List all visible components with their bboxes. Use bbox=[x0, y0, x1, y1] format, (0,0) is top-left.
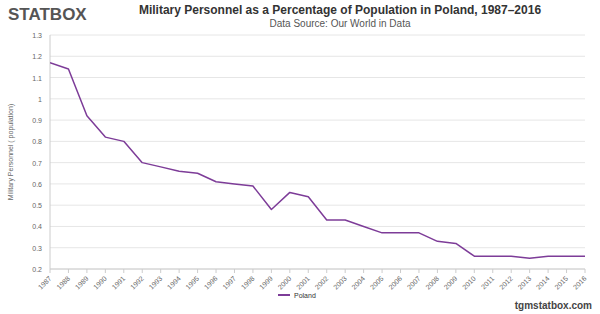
x-tick bbox=[548, 269, 549, 273]
grid-line bbox=[50, 205, 585, 206]
x-tick bbox=[511, 269, 512, 273]
title: Military Personnel as a Percentage of Po… bbox=[139, 3, 541, 17]
x-tick-label: 1995 bbox=[184, 275, 200, 291]
y-tick-label: 0.8 bbox=[32, 138, 42, 145]
x-tick bbox=[382, 269, 383, 273]
y-tick-label: 0.2 bbox=[32, 266, 42, 273]
y-axis-label: Military Personnel ( population) bbox=[7, 104, 15, 201]
x-tick-label: 2016 bbox=[572, 275, 588, 291]
x-tick-label: 2006 bbox=[387, 275, 403, 291]
x-tick bbox=[216, 269, 217, 273]
x-tick bbox=[252, 269, 253, 273]
x-tick-label: 2003 bbox=[332, 275, 348, 291]
x-tick bbox=[585, 269, 586, 273]
subtitle: Data Source: Our World in Data bbox=[270, 18, 411, 29]
grid-line bbox=[50, 162, 585, 163]
x-tick-label: 2001 bbox=[295, 275, 311, 291]
x-tick-label: 1990 bbox=[92, 275, 108, 291]
x-tick bbox=[418, 269, 419, 273]
x-tick bbox=[142, 269, 143, 273]
x-tick-label: 2012 bbox=[498, 275, 514, 291]
legend-swatch bbox=[278, 294, 290, 296]
grid-line bbox=[50, 98, 585, 99]
x-tick bbox=[105, 269, 106, 273]
plot-area bbox=[50, 63, 585, 259]
x-tick bbox=[455, 269, 456, 273]
grid-line bbox=[50, 56, 585, 57]
x-tick-label: 1988 bbox=[55, 275, 71, 291]
y-tick-label: 0.5 bbox=[32, 202, 42, 209]
legend-label: Poland bbox=[294, 292, 316, 299]
y-axis bbox=[50, 35, 51, 269]
x-tick bbox=[234, 269, 235, 273]
x-tick-label: 1993 bbox=[147, 275, 163, 291]
x-tick bbox=[160, 269, 161, 273]
x-tick-label: 1994 bbox=[166, 275, 182, 291]
x-tick bbox=[197, 269, 198, 273]
x-tick bbox=[437, 269, 438, 273]
x-tick-label: 2011 bbox=[480, 275, 496, 291]
x-tick bbox=[363, 269, 364, 273]
x-tick-label: 2013 bbox=[516, 275, 532, 291]
x-tick-label: 2007 bbox=[406, 275, 422, 291]
chart: STATBOX Military Personnel as a Percentag… bbox=[0, 0, 600, 314]
grid-line bbox=[50, 120, 585, 121]
x-tick bbox=[400, 269, 401, 273]
grid-line bbox=[50, 247, 585, 248]
x-tick bbox=[271, 269, 272, 273]
x-tick bbox=[68, 269, 69, 273]
y-tick-label: 0.9 bbox=[32, 117, 42, 124]
grid-line bbox=[50, 141, 585, 142]
y-tick-label: 1.2 bbox=[32, 53, 42, 60]
grid-line bbox=[50, 35, 585, 36]
x-tick-label: 1991 bbox=[111, 275, 127, 291]
x-tick-label: 1998 bbox=[240, 275, 256, 291]
x-tick-label: 1997 bbox=[221, 275, 237, 291]
y-tick-label: 1.3 bbox=[32, 32, 42, 39]
x-tick-label: 1996 bbox=[203, 275, 219, 291]
x-tick bbox=[50, 269, 51, 273]
x-tick bbox=[123, 269, 124, 273]
x-tick bbox=[179, 269, 180, 273]
x-tick-label: 1987 bbox=[37, 275, 53, 291]
x-tick-label: 2015 bbox=[553, 275, 569, 291]
x-tick bbox=[308, 269, 309, 273]
x-tick bbox=[492, 269, 493, 273]
x-tick bbox=[345, 269, 346, 273]
y-tick-label: 1 bbox=[38, 96, 42, 103]
x-tick bbox=[326, 269, 327, 273]
grid-line bbox=[50, 77, 585, 78]
grid-line bbox=[50, 269, 585, 270]
x-tick-label: 2010 bbox=[461, 275, 477, 291]
y-tick-label: 0.4 bbox=[32, 223, 42, 230]
x-tick bbox=[474, 269, 475, 273]
x-tick-label: 2004 bbox=[350, 275, 366, 291]
x-tick bbox=[529, 269, 530, 273]
x-tick-label: 1989 bbox=[74, 275, 90, 291]
y-tick-label: 0.3 bbox=[32, 245, 42, 252]
x-tick-label: 2014 bbox=[535, 275, 551, 291]
grid-line bbox=[50, 183, 585, 184]
x-tick-label: 2008 bbox=[424, 275, 440, 291]
x-tick bbox=[86, 269, 87, 273]
x-tick-label: 1999 bbox=[258, 275, 274, 291]
series-line bbox=[50, 63, 585, 259]
x-tick-label: 2005 bbox=[369, 275, 385, 291]
y-tick-label: 1.1 bbox=[32, 75, 42, 82]
x-tick-label: 2002 bbox=[313, 275, 329, 291]
y-tick-label: 0.6 bbox=[32, 181, 42, 188]
x-tick bbox=[289, 269, 290, 273]
x-tick-label: 2009 bbox=[443, 275, 459, 291]
x-tick bbox=[566, 269, 567, 273]
x-tick-label: 1992 bbox=[129, 275, 145, 291]
x-tick-label: 2000 bbox=[277, 275, 293, 291]
x-axis bbox=[50, 269, 585, 270]
footer: tgmstatbox.com bbox=[515, 300, 592, 311]
grid-line bbox=[50, 226, 585, 227]
y-tick-label: 0.7 bbox=[32, 160, 42, 167]
logo: STATBOX bbox=[8, 5, 87, 24]
